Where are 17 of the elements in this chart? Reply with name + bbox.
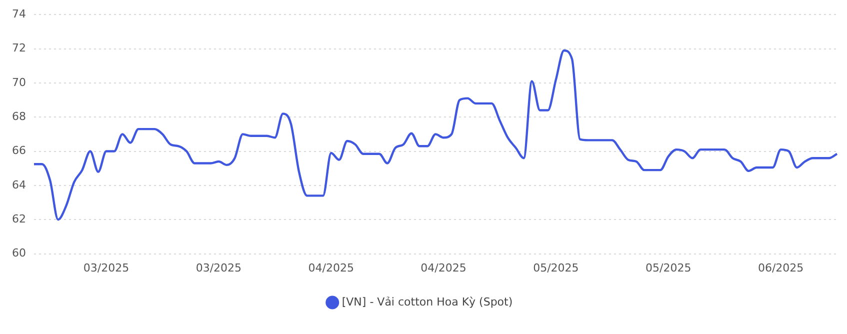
y-tick-label: 70: [12, 76, 26, 89]
legend-label: [VN] - Vải cotton Hoa Kỳ (Spot): [342, 295, 513, 308]
line-series: [32, 49, 838, 221]
y-tick-label: 74: [12, 7, 26, 20]
x-tick-label: 06/2025: [758, 261, 804, 274]
y-tick-label: 60: [12, 246, 26, 260]
x-tick-label: 05/2025: [646, 261, 692, 274]
y-tick-label: 62: [12, 212, 26, 226]
x-tick-label: 04/2025: [420, 261, 466, 274]
x-tick-label: 04/2025: [308, 261, 354, 274]
y-tick-label: 64: [12, 178, 26, 192]
y-tick-label: 68: [12, 110, 26, 123]
x-tick-label: 03/2025: [196, 261, 242, 274]
y-tick-label: 66: [12, 144, 26, 158]
y-tick-label: 72: [12, 42, 26, 55]
x-tick-label: 05/2025: [533, 261, 579, 274]
x-tick-label: 03/2025: [83, 261, 130, 274]
